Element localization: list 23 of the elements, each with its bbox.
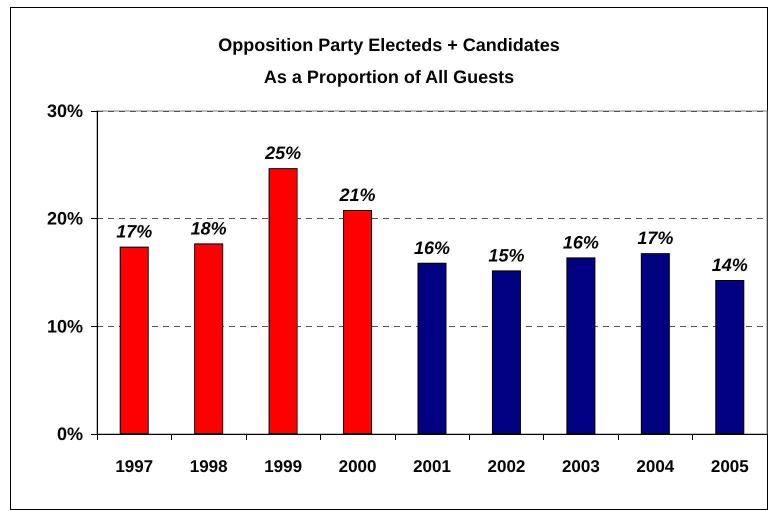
data-label: 15% xyxy=(488,245,524,266)
data-label: 17% xyxy=(637,228,674,248)
x-tick-label: 1998 xyxy=(190,457,228,476)
data-label: 14% xyxy=(712,255,748,276)
x-tick-label: 2005 xyxy=(710,457,749,476)
x-tick-label: 1997 xyxy=(115,457,154,476)
y-tick-label: 30% xyxy=(46,101,83,121)
data-label: 21% xyxy=(338,185,376,206)
data-label: 25% xyxy=(264,143,302,164)
data-label: 16% xyxy=(562,232,599,252)
data-label: 18% xyxy=(190,218,227,238)
y-tick-label: 0% xyxy=(56,424,83,444)
x-tick-label: 1999 xyxy=(264,457,302,476)
x-tick-label: 2001 xyxy=(413,457,451,476)
y-tick-label: 20% xyxy=(46,208,83,229)
y-tick-label: 10% xyxy=(46,316,83,336)
chart-title: Opposition Party Electeds + Candidates As a Proportion of All Guests xyxy=(218,35,560,87)
data-label: 16% xyxy=(414,238,450,258)
x-tick-label: 2002 xyxy=(488,457,526,476)
data-label: 17% xyxy=(116,222,152,242)
x-tick-label: 2003 xyxy=(562,457,600,476)
x-tick-label: 2004 xyxy=(636,457,675,476)
x-tick-label: 2000 xyxy=(338,457,376,476)
